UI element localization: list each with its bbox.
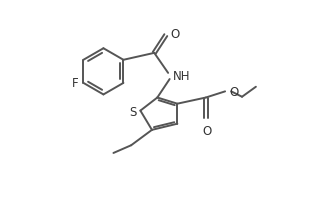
Text: S: S [129, 105, 137, 118]
Text: NH: NH [173, 70, 190, 83]
Text: F: F [71, 77, 78, 90]
Text: O: O [202, 124, 211, 137]
Text: O: O [229, 85, 238, 98]
Text: O: O [170, 28, 180, 41]
